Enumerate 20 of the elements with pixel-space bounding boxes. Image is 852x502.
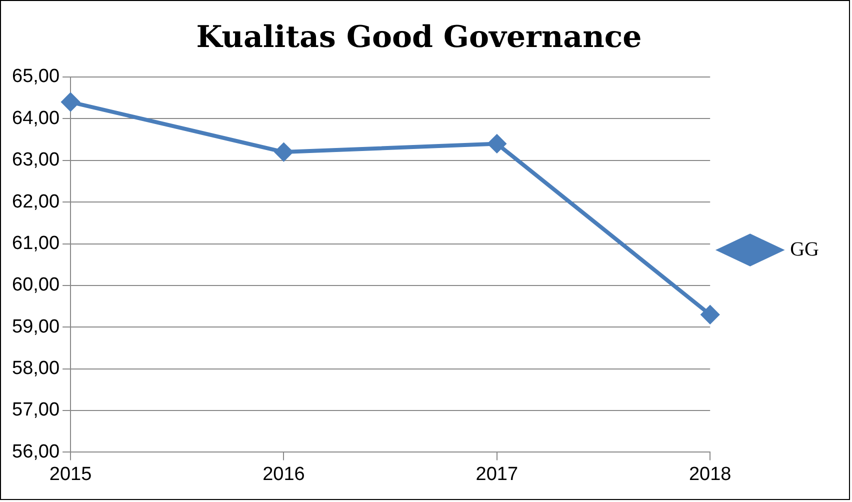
- x-tick-label: 2018: [688, 464, 732, 485]
- y-tick-label: 57,00: [12, 400, 60, 421]
- y-tick-label: 59,00: [12, 316, 60, 338]
- point: [62, 93, 80, 112]
- chart-title: Kualitas Good Governance: [196, 20, 642, 55]
- y-tick-label: 58,00: [12, 358, 60, 380]
- y-tick-label: 56,00: [12, 441, 60, 462]
- x-tick-label: 2015: [49, 464, 92, 485]
- y-tick-label: 60,00: [12, 274, 60, 296]
- legend-label: GG: [790, 238, 820, 260]
- x-tick-label: 2017: [476, 464, 518, 485]
- y-tick-label: 61,00: [12, 232, 60, 254]
- y-tick-label: 62,00: [12, 191, 60, 212]
- point: [488, 134, 506, 153]
- y-tick-label: 63,00: [12, 150, 60, 171]
- y-tick-label: 64,00: [12, 108, 60, 129]
- point: [701, 306, 720, 324]
- x-tick-label: 2016: [262, 464, 305, 485]
- point: [274, 143, 293, 162]
- y-tick-label: 65,00: [12, 66, 60, 88]
